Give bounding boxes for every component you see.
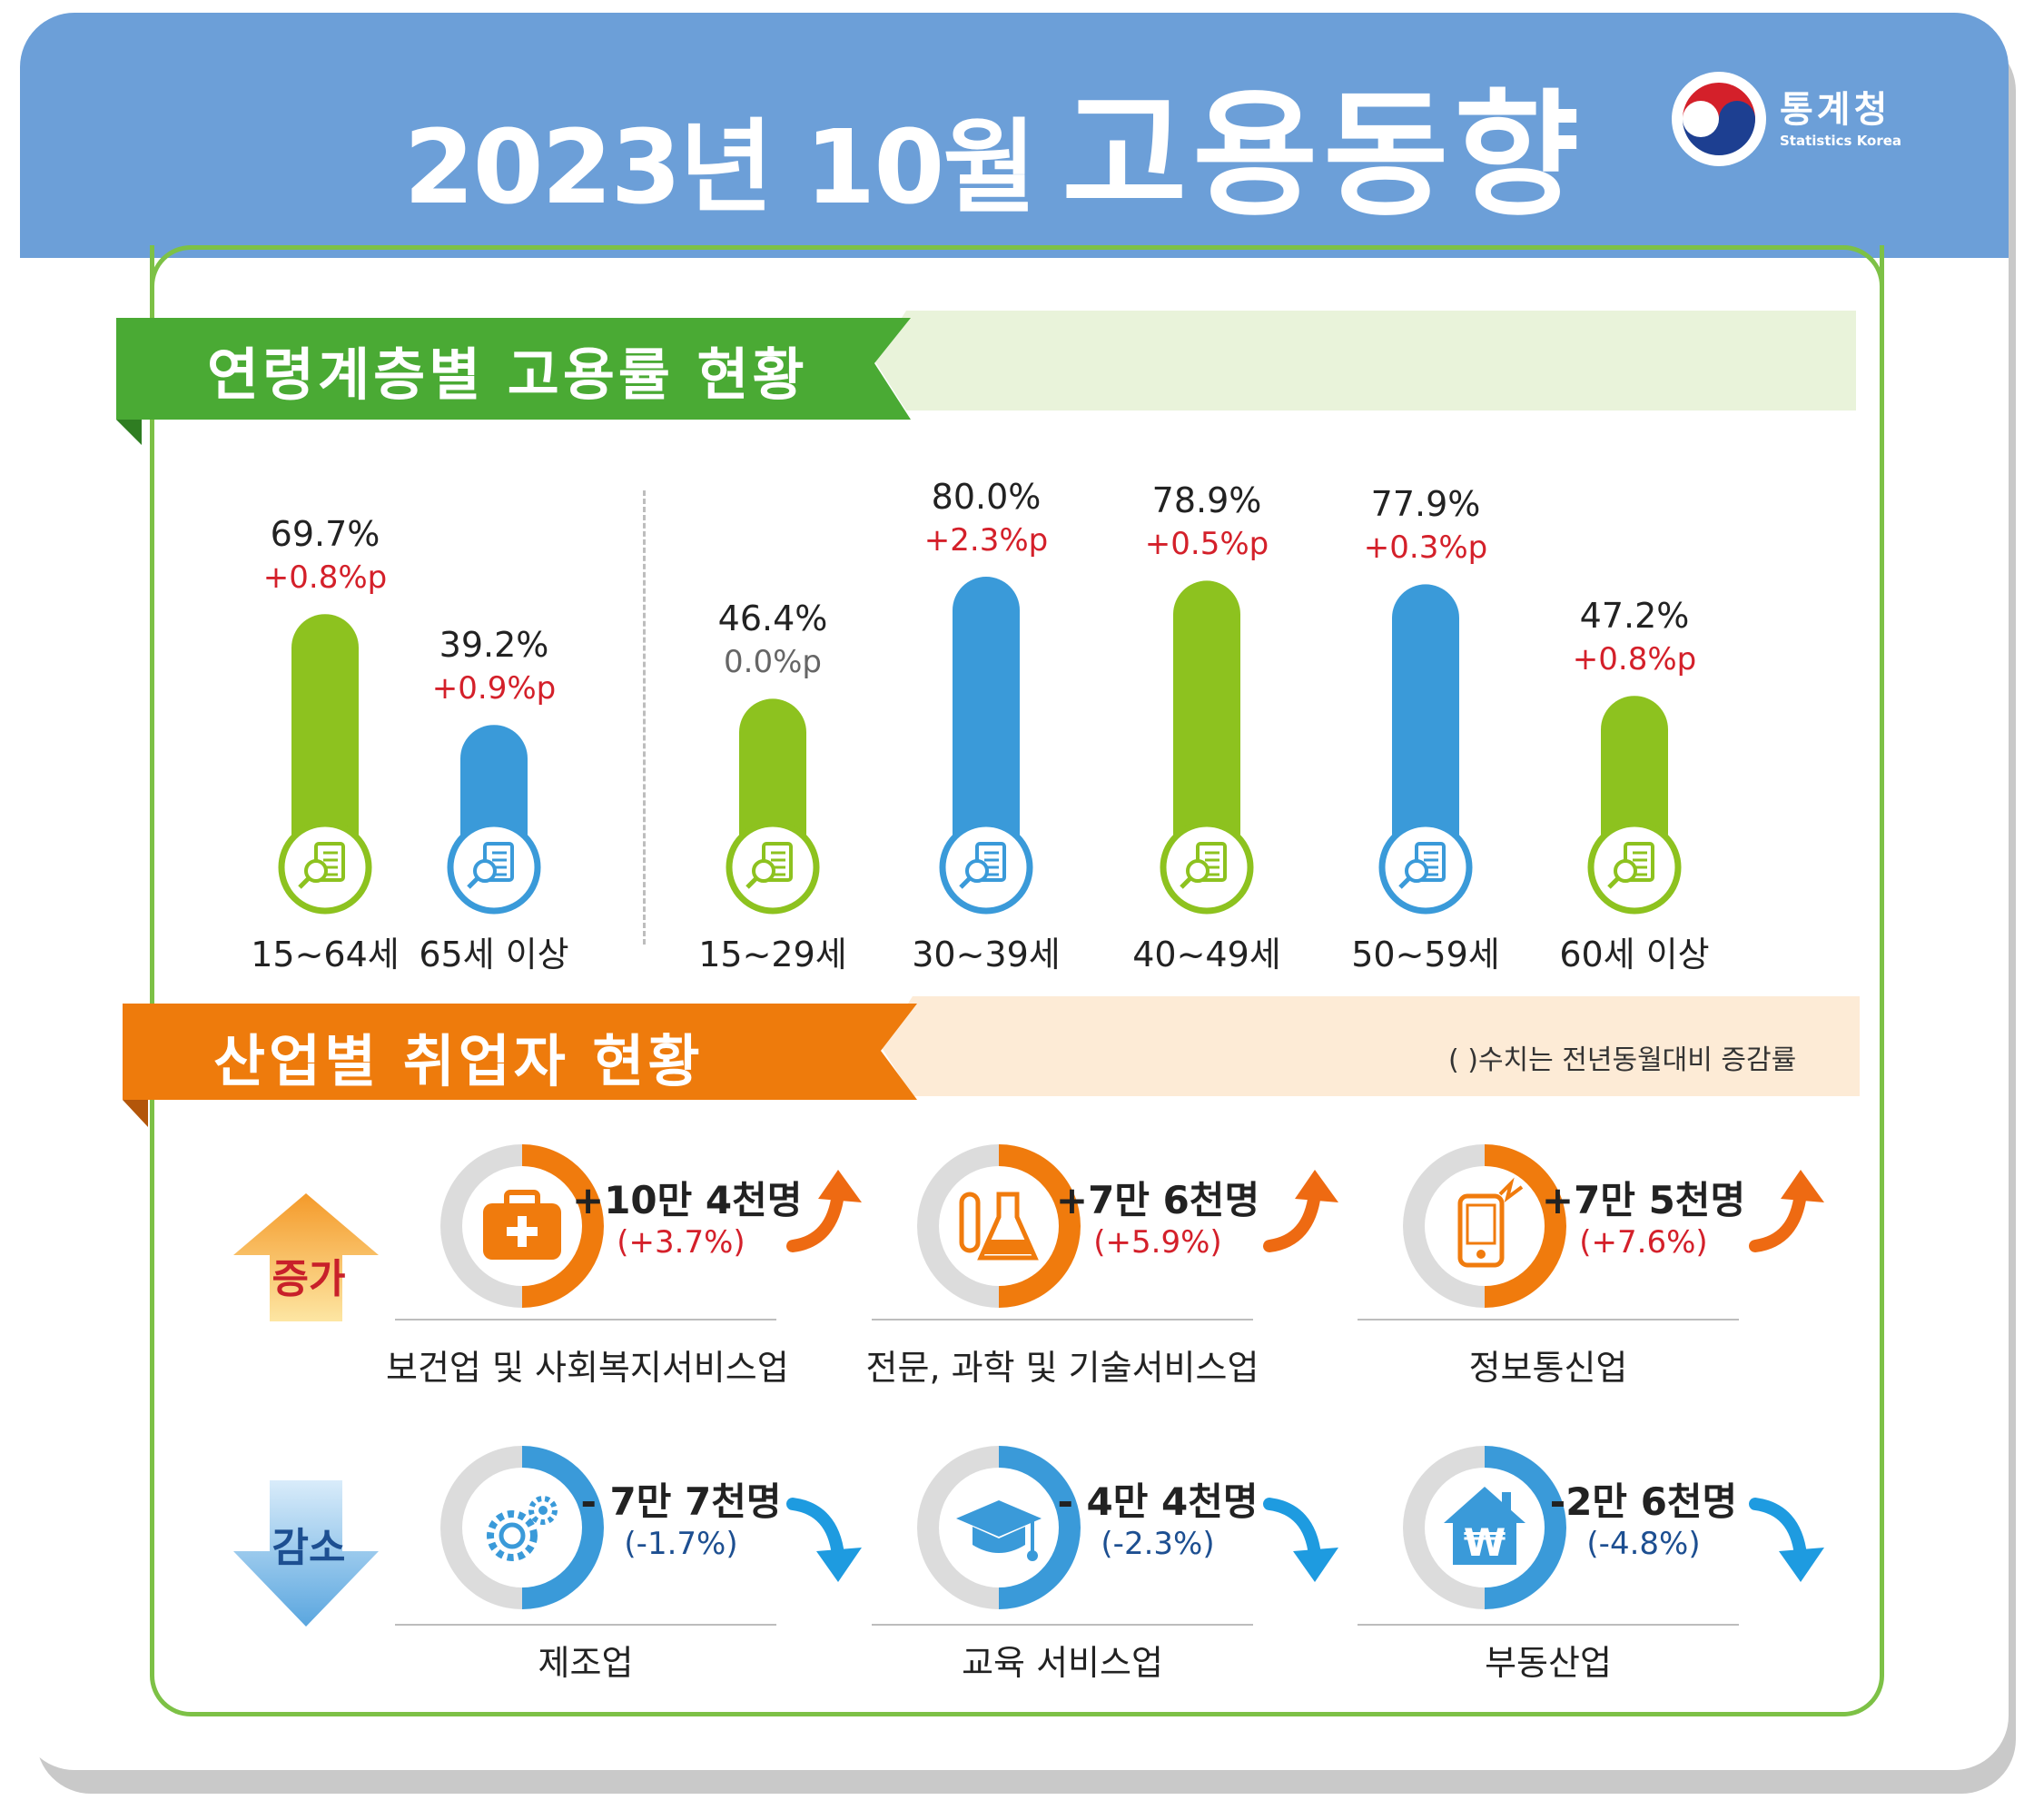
bar-change-label: +0.3%p — [1363, 529, 1488, 567]
x-axis-label: 15~29세 — [698, 935, 847, 974]
x-axis-label: 50~59세 — [1351, 935, 1500, 974]
x-axis-label: 40~49세 — [1132, 935, 1281, 974]
bar-change-label: +0.9%p — [431, 670, 557, 707]
logo-subtitle: Statistics Korea — [1780, 133, 1902, 149]
bar-40~49세 — [1173, 580, 1240, 867]
bar-value-label: 69.7% — [270, 514, 380, 555]
document-search-icon — [1398, 842, 1446, 889]
industry-change-percent: (-4.8%) — [1586, 1526, 1701, 1562]
industry-change-value: +10만 4천명 — [572, 1178, 803, 1222]
document-search-icon — [1607, 842, 1654, 889]
trend-up-arrow-icon — [1749, 1170, 1824, 1252]
industry-name: 교육 서비스업 — [962, 1643, 1163, 1683]
graduation-cap-icon — [956, 1500, 1042, 1561]
industry-change-value: -2만 6천명 — [1549, 1479, 1738, 1524]
page-title: 2023년 10월 고용동향 — [0, 45, 1989, 242]
bar-15~64세 — [291, 614, 359, 867]
industry-divider — [1358, 1319, 1739, 1320]
industry-change-percent: (+3.7%) — [617, 1224, 745, 1261]
industry-name: 보건업 및 사회복지서비스업 — [386, 1348, 789, 1388]
industry-divider — [872, 1319, 1253, 1320]
industry-ring — [917, 1144, 1081, 1308]
bar-value-label: 46.4% — [717, 598, 828, 639]
document-search-icon — [298, 842, 345, 889]
x-axis-label: 15~64세 — [251, 935, 400, 974]
industry-ring-center — [939, 1166, 1059, 1286]
document-search-icon — [1180, 842, 1227, 889]
industry-change-value: - 7만 7천명 — [580, 1479, 782, 1524]
industry-ring — [440, 1144, 604, 1308]
x-axis-label: 65세 이상 — [419, 935, 569, 974]
industry-ring — [1403, 1144, 1566, 1308]
bar-value-label: 78.9% — [1151, 480, 1262, 521]
trend-down-arrow-icon — [786, 1498, 862, 1582]
industry-note: ( )수치는 전년동월대비 증감률 — [1448, 1044, 1797, 1076]
decrease-arrow-icon — [233, 1480, 379, 1627]
bar-50~59세 — [1392, 584, 1459, 867]
gears-icon — [487, 1496, 558, 1561]
industry-name: 전문, 과학 및 기술서비스업 — [865, 1348, 1259, 1388]
x-axis-label: 30~39세 — [912, 935, 1061, 974]
industry-change-value: - 4만 4천명 — [1057, 1479, 1259, 1524]
industry-ring: ₩ — [1403, 1446, 1566, 1609]
house-won-icon: ₩ — [1444, 1487, 1526, 1565]
age-section-banner — [116, 311, 1856, 445]
title-date: 2023년 10월 — [403, 109, 1037, 227]
trend-down-arrow-icon — [1749, 1498, 1824, 1582]
industry-divider — [395, 1624, 776, 1626]
age-section-title: 연령계층별 고용률 현황 — [207, 341, 808, 408]
bar-change-label: +0.8%p — [262, 559, 388, 597]
industry-ring-center — [939, 1468, 1059, 1588]
bar-value-label: 47.2% — [1579, 596, 1690, 637]
industry-section-title: 산업별 취업자 현황 — [213, 1028, 704, 1094]
svg-text:₩: ₩ — [1464, 1520, 1506, 1565]
industry-name: 제조업 — [538, 1643, 634, 1683]
industry-change-percent: (+5.9%) — [1093, 1224, 1222, 1261]
industry-divider — [1358, 1624, 1739, 1626]
lab-flask-icon — [959, 1192, 1039, 1261]
industry-divider — [395, 1319, 776, 1320]
industry-change-percent: (-1.7%) — [624, 1526, 738, 1562]
document-search-icon — [745, 842, 793, 889]
industry-ring — [440, 1446, 604, 1609]
industry-section-banner — [123, 996, 1860, 1127]
industry-name: 정보통신업 — [1468, 1348, 1628, 1388]
bar-change-label: 0.0%p — [724, 644, 822, 681]
title-main: 고용동향 — [1061, 77, 1585, 235]
industry-ring-center — [462, 1468, 582, 1588]
increase-label: 증가 — [272, 1256, 346, 1302]
industry-ring-center — [462, 1166, 582, 1286]
statistics-korea-logo-icon — [1672, 72, 1766, 166]
x-axis-label: 60세 이상 — [1559, 935, 1710, 974]
industry-change-percent: (-2.3%) — [1101, 1526, 1215, 1562]
phone-signal-icon — [1457, 1177, 1524, 1268]
increase-arrow-icon — [233, 1193, 379, 1321]
trend-down-arrow-icon — [1263, 1498, 1338, 1582]
bar-value-label: 80.0% — [931, 477, 1042, 517]
industry-change-value: +7만 5천명 — [1541, 1178, 1746, 1222]
industry-divider — [872, 1624, 1253, 1626]
bar-change-label: +0.5%p — [1144, 526, 1269, 563]
content-frame — [150, 245, 1884, 1716]
industry-name: 부동산업 — [1485, 1643, 1612, 1683]
document-search-icon — [467, 842, 514, 889]
bar-value-label: 39.2% — [439, 625, 549, 666]
bar-change-label: +0.8%p — [1572, 641, 1697, 678]
trend-up-arrow-icon — [1263, 1170, 1338, 1252]
document-search-icon — [959, 842, 1006, 889]
age-employment-chart — [278, 577, 1682, 915]
medical-kit-icon — [483, 1190, 561, 1260]
bar-change-label: +2.3%p — [923, 522, 1049, 559]
trend-up-arrow-icon — [786, 1170, 862, 1252]
industry-ring — [917, 1446, 1081, 1609]
industry-change-value: +7만 6천명 — [1055, 1178, 1260, 1222]
industry-change-percent: (+7.6%) — [1579, 1224, 1708, 1261]
group-separator — [643, 490, 646, 945]
bar-value-label: 77.9% — [1370, 484, 1481, 525]
decrease-label: 감소 — [272, 1525, 346, 1571]
industry-ring-center — [1425, 1166, 1545, 1286]
logo-name: 통계청 — [1780, 89, 1891, 131]
bar-30~39세 — [953, 577, 1020, 867]
industry-ring-center: ₩ — [1425, 1468, 1545, 1588]
